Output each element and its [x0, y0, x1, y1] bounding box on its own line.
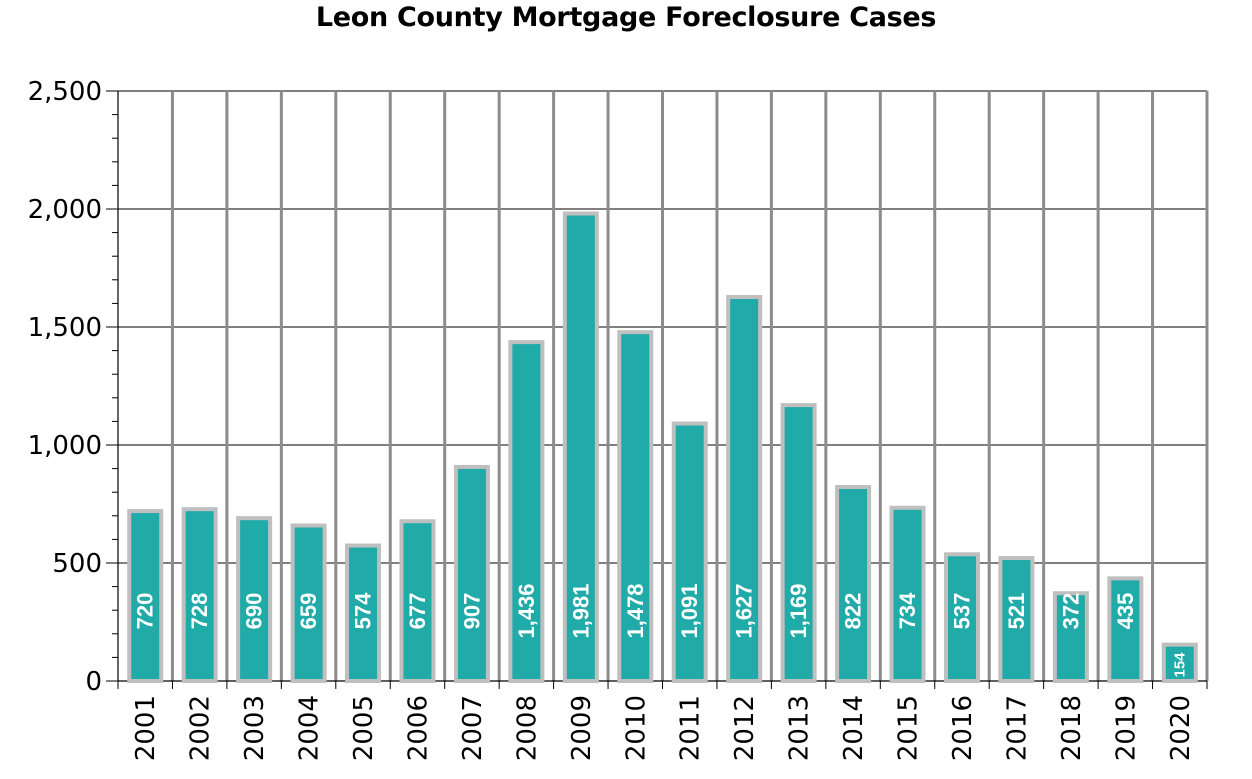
bar	[726, 295, 763, 683]
bar-data-label: 1,627	[732, 583, 757, 638]
bar	[889, 505, 926, 683]
bar	[671, 421, 708, 683]
bar-data-label: 154	[1171, 652, 1188, 678]
bar	[1052, 591, 1089, 684]
chart-title: Leon County Mortgage Foreclosure Cases	[315, 2, 937, 33]
x-tick-label: 2006	[403, 695, 433, 761]
x-tick-label: 2016	[948, 695, 978, 761]
x-tick-label: 2015	[894, 695, 924, 761]
bar	[1107, 576, 1144, 684]
x-tick-label: 2010	[621, 695, 651, 761]
bar	[943, 552, 980, 684]
x-tick-label: 2011	[676, 695, 706, 761]
bar-data-label: 720	[133, 593, 158, 630]
bar-data-label: 1,436	[514, 583, 539, 638]
bar-data-label: 728	[187, 593, 212, 630]
bar	[562, 211, 599, 683]
bar-data-label: 372	[1058, 593, 1083, 630]
bar	[181, 507, 218, 683]
bar-data-label: 574	[351, 592, 376, 629]
bar	[290, 523, 327, 684]
bar-data-label: 822	[841, 593, 866, 630]
bar	[508, 340, 545, 683]
bar-data-label: 690	[242, 593, 267, 630]
x-tick-label: 2008	[512, 695, 542, 761]
bar-data-label: 1,478	[623, 583, 648, 638]
x-tick-label: 2020	[1166, 695, 1196, 761]
y-tick-label: 1,500	[28, 313, 102, 343]
bar	[835, 485, 872, 683]
bar	[617, 330, 654, 683]
bar-layer	[127, 211, 1198, 684]
x-tick-label: 2012	[730, 695, 760, 761]
x-tick-label: 2013	[785, 695, 815, 761]
bar	[345, 543, 382, 684]
y-tick-label: 1,000	[28, 431, 102, 461]
y-tick-label: 2,000	[28, 195, 102, 225]
x-tick-label: 2003	[240, 695, 270, 761]
bar	[399, 519, 436, 684]
bar-data-label: 537	[949, 593, 974, 630]
y-tick-label: 500	[52, 549, 102, 579]
bar	[453, 464, 490, 683]
grid-layer	[118, 90, 1209, 681]
bar-data-label: 1,981	[568, 583, 593, 638]
bar	[998, 556, 1035, 684]
x-tick-label: 2018	[1057, 695, 1087, 761]
bar	[1161, 642, 1198, 684]
x-tick-label: 2014	[839, 695, 869, 761]
label-layer: 720 728 690 659 574 677 907 1,436 1,981 1,478 1,09…	[133, 583, 1189, 677]
y-tick-label: 0	[85, 667, 102, 697]
bar-data-label: 677	[405, 593, 430, 630]
bar-data-label: 659	[296, 593, 321, 630]
x-tick-label: 2009	[567, 695, 597, 761]
x-tick-label: 2005	[349, 695, 379, 761]
bar-data-label: 521	[1004, 593, 1029, 630]
bar-data-label: 1,169	[786, 583, 811, 638]
x-tick-label: 2017	[1002, 695, 1032, 761]
x-tick-label: 2007	[458, 695, 488, 761]
bar-data-label: 734	[895, 592, 920, 629]
bar-data-label: 1,091	[677, 583, 702, 638]
axis-layer: 0 500 1,000 1,500 2,000 2,500 2001 2002 2003 2004…	[28, 77, 1208, 761]
x-tick-label: 2001	[131, 695, 161, 761]
y-tick-label: 2,500	[28, 77, 102, 107]
bar	[127, 509, 164, 683]
x-tick-label: 2019	[1111, 695, 1141, 761]
x-tick-label: 2002	[186, 695, 216, 761]
bar	[780, 403, 817, 683]
bar	[236, 516, 273, 683]
bar-data-label: 435	[1113, 593, 1138, 630]
x-tick-label: 2004	[295, 695, 325, 761]
bar-data-label: 907	[459, 593, 484, 630]
